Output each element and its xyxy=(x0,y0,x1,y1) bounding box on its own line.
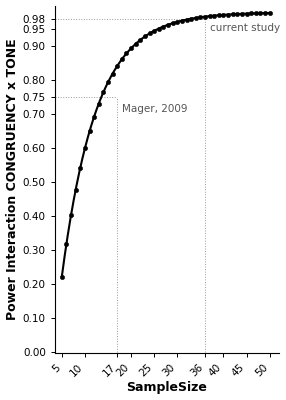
Text: Mager, 2009: Mager, 2009 xyxy=(122,104,187,114)
Y-axis label: Power Interaction CONGRUENCY x TONE: Power Interaction CONGRUENCY x TONE xyxy=(5,38,19,320)
Text: current study: current study xyxy=(210,23,280,33)
X-axis label: SampleSize: SampleSize xyxy=(126,382,207,394)
